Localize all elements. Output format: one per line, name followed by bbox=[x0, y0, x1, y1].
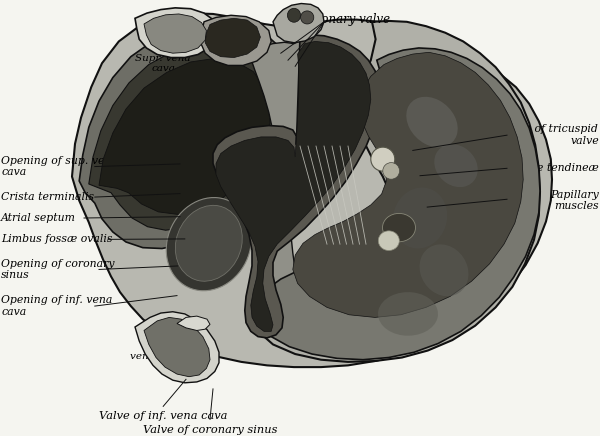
Text: Valve of inf. vena cava: Valve of inf. vena cava bbox=[99, 411, 227, 421]
Text: Fossa
ovalis: Fossa ovalis bbox=[200, 237, 230, 256]
Polygon shape bbox=[135, 312, 219, 383]
Text: Opening of sup. vena
cava: Opening of sup. vena cava bbox=[1, 156, 118, 177]
Ellipse shape bbox=[371, 147, 395, 171]
Polygon shape bbox=[79, 25, 294, 249]
Polygon shape bbox=[89, 41, 286, 230]
Text: Limbus fossæ ovalis: Limbus fossæ ovalis bbox=[1, 235, 113, 244]
Text: Supr. vena
cava: Supr. vena cava bbox=[136, 54, 191, 73]
Ellipse shape bbox=[406, 97, 458, 147]
Ellipse shape bbox=[166, 198, 251, 291]
Text: Crista terminalis: Crista terminalis bbox=[1, 192, 94, 202]
Ellipse shape bbox=[434, 144, 478, 187]
Polygon shape bbox=[255, 21, 540, 362]
Ellipse shape bbox=[378, 292, 438, 336]
Polygon shape bbox=[144, 14, 206, 53]
Polygon shape bbox=[205, 18, 260, 58]
Text: Infr.
vena cava: Infr. vena cava bbox=[130, 341, 182, 361]
Polygon shape bbox=[273, 3, 324, 43]
Ellipse shape bbox=[393, 187, 447, 249]
Polygon shape bbox=[72, 13, 552, 367]
Polygon shape bbox=[144, 317, 210, 377]
Polygon shape bbox=[258, 48, 540, 360]
Polygon shape bbox=[252, 39, 311, 324]
Ellipse shape bbox=[419, 245, 469, 296]
Polygon shape bbox=[216, 41, 371, 331]
Polygon shape bbox=[213, 35, 380, 338]
Text: Ant. cusp of tricuspid
valve: Ant. cusp of tricuspid valve bbox=[480, 124, 599, 146]
Ellipse shape bbox=[175, 205, 242, 281]
Text: Right
auricula: Right auricula bbox=[196, 64, 239, 83]
Text: Opening of coronary
sinus: Opening of coronary sinus bbox=[1, 259, 115, 280]
Polygon shape bbox=[99, 58, 270, 215]
Ellipse shape bbox=[379, 231, 400, 250]
Text: Valve of coronary sinus: Valve of coronary sinus bbox=[143, 425, 277, 435]
Text: Chordæ tendineæ: Chordæ tendineæ bbox=[499, 164, 599, 173]
Polygon shape bbox=[201, 15, 271, 65]
Ellipse shape bbox=[301, 11, 314, 24]
Ellipse shape bbox=[383, 163, 400, 179]
Polygon shape bbox=[177, 316, 210, 330]
Text: Opening of inf. vena
cava: Opening of inf. vena cava bbox=[1, 295, 113, 317]
Ellipse shape bbox=[383, 214, 415, 242]
Text: Pulmonary valve: Pulmonary valve bbox=[291, 13, 391, 26]
Polygon shape bbox=[135, 8, 217, 58]
Text: Papillary
muscles: Papillary muscles bbox=[550, 190, 599, 211]
Ellipse shape bbox=[287, 8, 301, 22]
Text: Atrial septum: Atrial septum bbox=[1, 213, 76, 223]
Polygon shape bbox=[293, 52, 523, 317]
